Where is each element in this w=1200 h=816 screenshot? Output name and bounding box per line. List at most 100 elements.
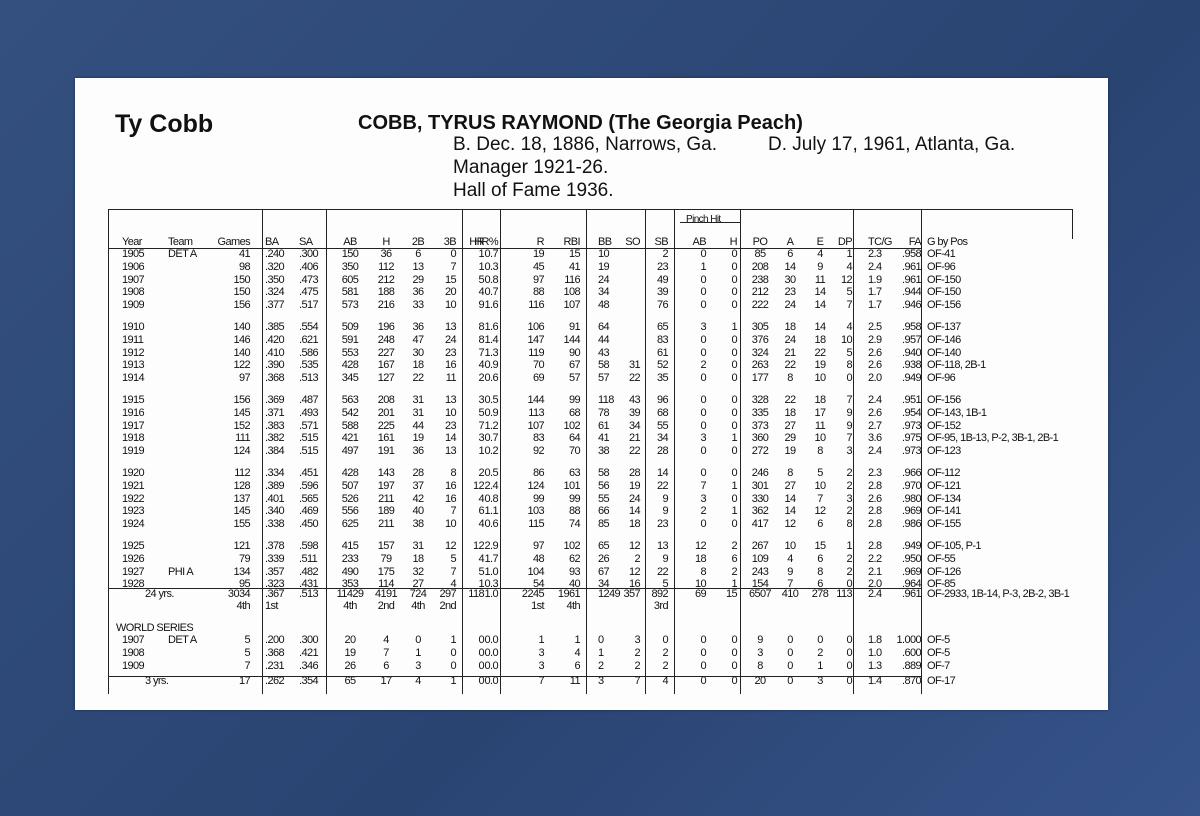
cell: OF-123 <box>927 445 961 458</box>
cell: .964 <box>901 578 922 591</box>
cell: .377 <box>265 299 285 312</box>
cell: 19 <box>412 432 424 445</box>
cell: 1 <box>817 660 823 672</box>
cell: 40 <box>568 578 581 591</box>
cell: 36 <box>380 248 392 260</box>
cell: 415 <box>341 540 359 552</box>
cell: 157 <box>377 540 395 552</box>
cell: 0 <box>731 419 737 432</box>
cell: 1919 <box>122 445 145 458</box>
cell: 12 <box>472 479 485 492</box>
cell: 7 <box>478 419 484 432</box>
cell: OF-96 <box>927 372 956 385</box>
cell: 26 <box>344 660 356 672</box>
cell: OF-150 <box>927 286 961 299</box>
cell: 1 <box>538 634 544 646</box>
cell: 2 <box>662 647 668 659</box>
total-cell: 1249 <box>598 588 621 600</box>
cell: 591 <box>341 333 359 346</box>
cell: 39 <box>656 286 669 299</box>
cell: 0 <box>478 634 484 646</box>
cell: .368 <box>265 372 285 385</box>
rule <box>921 209 922 694</box>
cell: 208 <box>751 260 769 273</box>
cell: 0.8 <box>484 492 499 505</box>
cell: 1.4 <box>484 333 499 346</box>
cell: 17 <box>814 406 826 419</box>
cell: 44 <box>598 333 610 346</box>
cell: 28 <box>628 467 641 479</box>
cell: OF-105, P-1 <box>927 540 982 552</box>
cell: .300 <box>299 248 319 260</box>
cell: 0 <box>700 406 706 419</box>
cell: 2.6 <box>868 346 882 359</box>
cell: .410 <box>265 346 285 359</box>
total-cell: 1.0 <box>484 588 499 600</box>
total-cell: 4191 <box>374 588 398 600</box>
cell: 4 <box>846 260 852 273</box>
cell: 267 <box>751 540 769 552</box>
cell: 1.7 <box>868 286 882 299</box>
cell: 12 <box>628 540 641 552</box>
total-cell: 1961 <box>557 588 581 600</box>
cell: 208 <box>377 394 395 406</box>
cell: .334 <box>265 467 285 479</box>
cell: DET A <box>168 634 197 646</box>
column-header: RBI <box>563 236 580 248</box>
cell: .390 <box>265 359 285 372</box>
rule <box>674 209 675 694</box>
cell: 48 <box>532 552 545 565</box>
cell: 49 <box>656 273 669 286</box>
cell: 22 <box>628 372 641 385</box>
cell: 1 <box>846 540 852 552</box>
cell: .357 <box>265 565 285 578</box>
cell: 14 <box>784 492 796 505</box>
total-cell: 3 <box>598 675 604 687</box>
cell: 31 <box>412 394 424 406</box>
cell: 330 <box>751 492 769 505</box>
cell: 2.3 <box>868 248 882 260</box>
cell: 0 <box>846 578 852 591</box>
cell: 161 <box>377 432 395 445</box>
cell: 10 <box>598 248 610 260</box>
total-cell: 724 <box>409 588 427 600</box>
cell: 42 <box>412 492 424 505</box>
cell: 155 <box>233 518 250 531</box>
cell: 7 <box>450 565 456 578</box>
cell: 0 <box>731 394 737 406</box>
cell: 0 <box>731 346 737 359</box>
total-cell: .961 <box>901 588 922 600</box>
cell: 2.8 <box>868 518 882 531</box>
cell: 30 <box>784 273 796 286</box>
cell: 3 <box>757 647 763 659</box>
column-header: Games <box>217 236 251 248</box>
cell: 67 <box>568 359 581 372</box>
cell: 0 <box>415 634 421 646</box>
rule <box>500 209 501 694</box>
cell: 1.8 <box>868 634 882 646</box>
cell: 0 <box>731 333 737 346</box>
cell: 0.6 <box>484 518 499 531</box>
cell: 212 <box>751 286 769 299</box>
total-cell: 69 <box>694 588 707 600</box>
cell: 1921 <box>122 479 145 492</box>
cell: 4 <box>478 286 484 299</box>
cell: 143 <box>377 467 395 479</box>
cell: 93 <box>568 565 581 578</box>
cell: .469 <box>299 505 319 518</box>
cell: .371 <box>265 406 285 419</box>
cell: 114 <box>378 578 394 591</box>
cell: 0 <box>731 372 737 385</box>
cell: 8 <box>787 467 793 479</box>
cell: 108 <box>563 286 580 299</box>
cell: .517 <box>299 299 319 312</box>
cell: 625 <box>341 518 359 531</box>
cell: 8 <box>478 333 484 346</box>
rule <box>853 209 854 694</box>
rule <box>108 209 109 694</box>
cell: .368 <box>265 647 285 659</box>
cell: 19 <box>344 647 356 659</box>
cell: 0 <box>731 286 737 299</box>
cell: 2.4 <box>868 260 882 273</box>
cell: 0 <box>846 372 852 385</box>
